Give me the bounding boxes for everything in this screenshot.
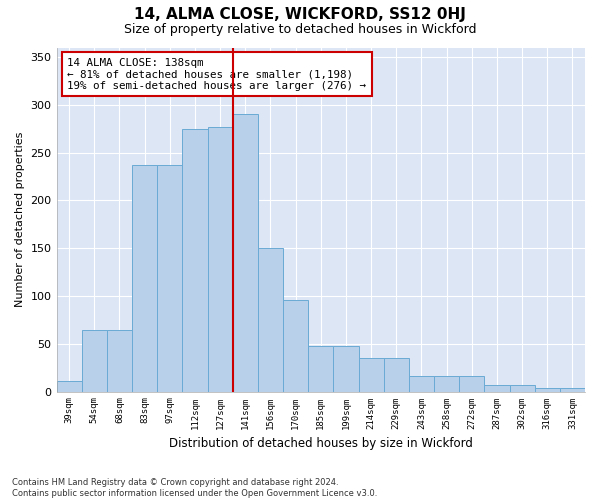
Bar xyxy=(409,376,434,392)
Bar xyxy=(359,358,383,392)
Bar xyxy=(509,385,535,392)
Bar xyxy=(208,127,233,392)
Bar xyxy=(82,330,107,392)
Text: Size of property relative to detached houses in Wickford: Size of property relative to detached ho… xyxy=(124,22,476,36)
Text: 14 ALMA CLOSE: 138sqm
← 81% of detached houses are smaller (1,198)
19% of semi-d: 14 ALMA CLOSE: 138sqm ← 81% of detached … xyxy=(67,58,366,91)
Bar xyxy=(484,385,509,392)
Bar xyxy=(157,165,182,392)
Bar xyxy=(308,346,334,392)
Bar xyxy=(182,128,208,392)
X-axis label: Distribution of detached houses by size in Wickford: Distribution of detached houses by size … xyxy=(169,437,473,450)
Y-axis label: Number of detached properties: Number of detached properties xyxy=(15,132,25,307)
Bar xyxy=(258,248,283,392)
Bar xyxy=(233,114,258,392)
Bar xyxy=(107,330,132,392)
Bar xyxy=(132,165,157,392)
Bar xyxy=(56,381,82,392)
Bar xyxy=(459,376,484,392)
Bar xyxy=(334,346,359,392)
Text: 14, ALMA CLOSE, WICKFORD, SS12 0HJ: 14, ALMA CLOSE, WICKFORD, SS12 0HJ xyxy=(134,8,466,22)
Bar xyxy=(560,388,585,392)
Bar xyxy=(434,376,459,392)
Text: Contains HM Land Registry data © Crown copyright and database right 2024.
Contai: Contains HM Land Registry data © Crown c… xyxy=(12,478,377,498)
Bar xyxy=(535,388,560,392)
Bar xyxy=(283,300,308,392)
Bar xyxy=(383,358,409,392)
